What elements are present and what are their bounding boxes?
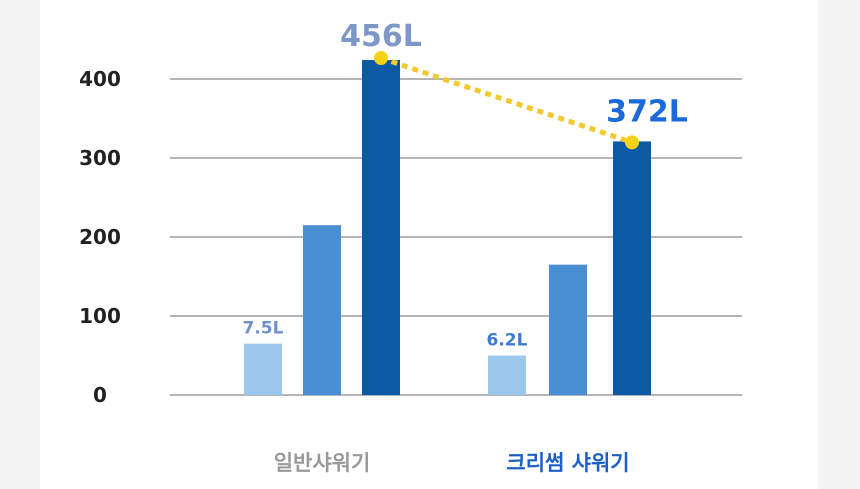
bar-1-2 — [613, 141, 651, 395]
value-label-2: 6.2L — [487, 331, 528, 351]
chart-panel — [40, 0, 818, 489]
trend-line — [380, 55, 633, 145]
y-tick-label-400: 400 — [79, 67, 121, 91]
y-tick-label-300: 300 — [79, 146, 121, 170]
bar-0-0 — [244, 343, 282, 395]
bar-0-1 — [303, 225, 341, 395]
y-tick-label-200: 200 — [79, 225, 121, 249]
bar-1-0 — [488, 355, 526, 395]
trend-marker-0 — [374, 51, 388, 66]
value-label-1: 456L — [340, 19, 422, 54]
value-label-3: 372L — [606, 94, 688, 129]
trend-marker-1 — [625, 135, 639, 150]
bar-1-1 — [549, 264, 587, 395]
category-label-0: 일반샤워기 — [274, 451, 371, 475]
value-label-0: 7.5L — [243, 319, 284, 339]
category-label-1: 크리썸 샤워기 — [506, 451, 629, 475]
y-tick-label-0: 0 — [93, 383, 107, 407]
bar-0-2 — [362, 60, 400, 395]
y-tick-label-100: 100 — [79, 304, 121, 328]
